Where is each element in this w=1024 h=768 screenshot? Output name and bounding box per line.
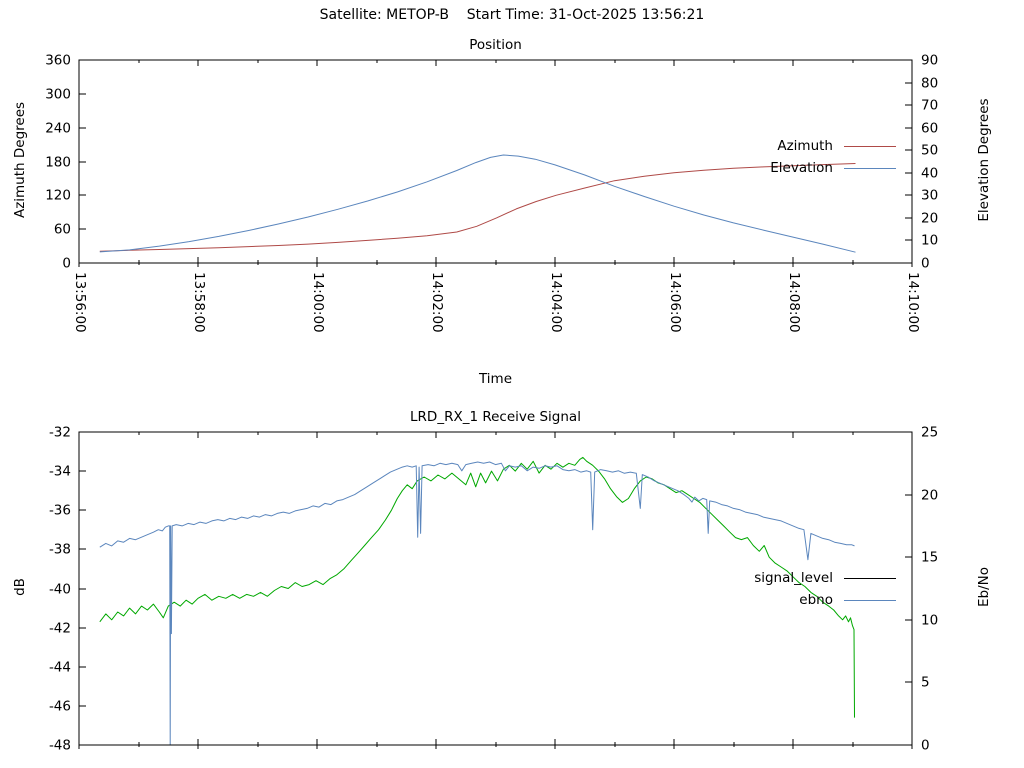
tick-label: 20	[921, 211, 938, 227]
legend-item-ebno: ebno	[754, 589, 896, 611]
legend-label-azimuth: Azimuth	[777, 138, 833, 154]
tick-label: 0	[62, 256, 71, 272]
ebno-line-sample	[844, 599, 896, 601]
tick-label: -38	[49, 542, 71, 558]
tick-label: 15	[921, 550, 938, 566]
chart2-tick-labels: -48 -46 -44 -42 -40 -38 -36 -34 -32 0 5 10 15 20 25	[49, 425, 938, 754]
tick-label: 70	[921, 98, 938, 114]
tick-label: 180	[45, 155, 71, 171]
chart1-x-axis-title: Time	[478, 371, 513, 387]
chart2-right-axis-title: Eb/No	[976, 567, 992, 608]
tick-label: 60	[921, 121, 938, 137]
tick-label: -32	[49, 425, 71, 441]
legend-item-azimuth: Azimuth	[770, 135, 896, 157]
tick-label: 240	[45, 121, 71, 137]
chart1-legend: Azimuth Elevation	[770, 135, 896, 179]
tick-label: 120	[45, 188, 71, 204]
chart2-title: LRD_RX_1 Receive Signal	[410, 409, 581, 425]
chart1-axes	[78, 59, 913, 267]
signal-level-line-sample	[844, 577, 896, 579]
tick-label: 90	[921, 53, 938, 69]
tick-label: 14:04:00	[548, 272, 564, 333]
tick-label: 14:10:00	[905, 272, 921, 333]
tick-label: 13:58:00	[191, 272, 207, 333]
tick-label: 40	[921, 166, 938, 182]
legend-item-signal-level: signal_level	[754, 567, 896, 589]
Elevation-series	[99, 154, 856, 253]
tick-label: 60	[54, 222, 71, 238]
tick-label: 30	[921, 188, 938, 204]
tick-label: -36	[49, 503, 71, 519]
tick-label: 10	[921, 613, 938, 629]
tick-label: 50	[921, 143, 938, 159]
tick-label: -46	[49, 699, 71, 715]
chart1-right-axis-title: Elevation Degrees	[976, 98, 992, 222]
tick-label: 25	[921, 425, 938, 441]
tick-label: 14:06:00	[667, 272, 683, 333]
tick-label: 5	[921, 675, 930, 691]
tick-label: 80	[921, 76, 938, 92]
tick-label: -44	[49, 660, 71, 676]
tick-label: -48	[49, 738, 71, 754]
legend-label-ebno: ebno	[799, 592, 833, 608]
legend-label-signal-level: signal_level	[754, 570, 833, 586]
tick-label: 14:08:00	[786, 272, 802, 333]
chart1-tick-labels: 0 60 120 180 240 300 360 0 10 20 30 40 50 60 70 80 90 13:…	[45, 53, 938, 333]
tick-label: -42	[49, 621, 71, 637]
tick-label: 0	[921, 256, 930, 272]
tick-label: 14:00:00	[310, 272, 326, 333]
azimuth-line-sample	[844, 145, 896, 147]
tick-label: 300	[45, 87, 71, 103]
signal_level-series	[99, 456, 855, 718]
tick-label: 0	[921, 738, 930, 754]
Azimuth-series	[99, 163, 856, 252]
page-title: Satellite: METOP-B Start Time: 31-Oct-20…	[319, 7, 705, 23]
chart2-axes	[78, 431, 913, 749]
tick-label: -40	[49, 582, 71, 598]
chart2-plot: -48 -46 -44 -42 -40 -38 -36 -34 -32 0 5 10 15 20 25	[49, 425, 938, 754]
tick-label: 360	[45, 53, 71, 69]
ebno-series	[99, 461, 855, 745]
chart1-plot: 0 60 120 180 240 300 360 0 10 20 30 40 50 60 70 80 90 13:…	[45, 53, 938, 333]
tick-label: 14:02:00	[429, 272, 445, 333]
elevation-line-sample	[844, 167, 896, 169]
legend-label-elevation: Elevation	[770, 160, 833, 176]
tick-label: 13:56:00	[72, 272, 88, 333]
chart2-legend: signal_level ebno	[754, 567, 896, 611]
chart2-left-axis-title: dB	[12, 578, 28, 596]
tick-label: 10	[921, 233, 938, 249]
tick-label: 20	[921, 488, 938, 504]
chart1-left-axis-title: Azimuth Degrees	[12, 101, 28, 219]
legend-item-elevation: Elevation	[770, 157, 896, 179]
chart1-title: Position	[469, 37, 522, 53]
tick-label: -34	[49, 464, 71, 480]
